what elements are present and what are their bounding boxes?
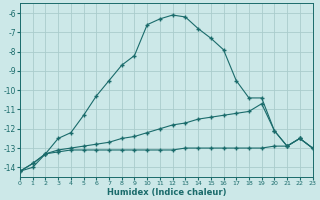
- X-axis label: Humidex (Indice chaleur): Humidex (Indice chaleur): [107, 188, 226, 197]
